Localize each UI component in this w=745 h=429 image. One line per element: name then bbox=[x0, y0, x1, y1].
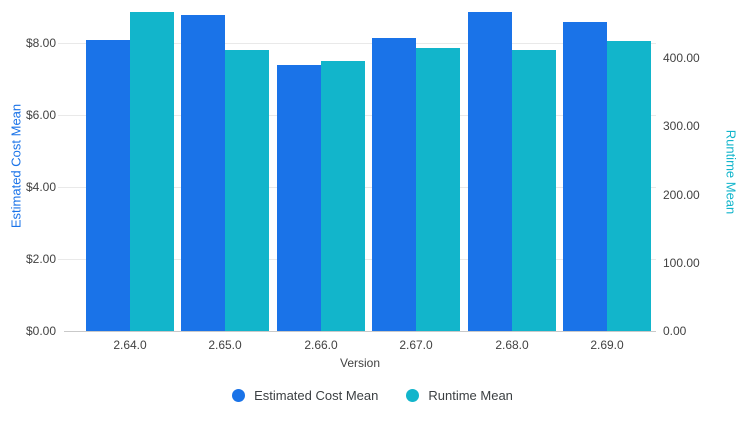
bar-estimated-cost-mean-2.68.0[interactable] bbox=[468, 12, 512, 331]
left-axis-tick-label: $8.00 bbox=[25, 36, 56, 50]
x-axis-tick-label: 2.67.0 bbox=[399, 338, 433, 352]
bar-runtime-mean-2.65.0[interactable] bbox=[225, 50, 269, 331]
bar-runtime-mean-2.68.0[interactable] bbox=[512, 50, 556, 331]
bar-runtime-mean-2.67.0[interactable] bbox=[416, 48, 460, 331]
right-axis-tick-label: 400.00 bbox=[663, 51, 700, 65]
x-axis-tick-label: 2.66.0 bbox=[304, 338, 338, 352]
right-axis-tick-label: 300.00 bbox=[663, 119, 700, 133]
bar-runtime-mean-2.69.0[interactable] bbox=[607, 41, 651, 331]
bar-estimated-cost-mean-2.66.0[interactable] bbox=[277, 65, 321, 331]
right-axis-tick-label: 200.00 bbox=[663, 188, 700, 202]
bar-runtime-mean-2.64.0[interactable] bbox=[130, 12, 174, 331]
right-axis-tick-label: 100.00 bbox=[663, 256, 700, 270]
x-axis-tick-label: 2.69.0 bbox=[590, 338, 624, 352]
x-axis-line bbox=[64, 331, 656, 332]
left-axis-tick-label: $6.00 bbox=[25, 108, 56, 122]
bar-estimated-cost-mean-2.67.0[interactable] bbox=[372, 38, 416, 331]
right-axis-tick-label: 0.00 bbox=[663, 324, 687, 338]
bar-estimated-cost-mean-2.69.0[interactable] bbox=[563, 22, 607, 331]
legend-item-estimated-cost-mean[interactable]: Estimated Cost Mean bbox=[232, 388, 378, 403]
legend-label: Estimated Cost Mean bbox=[254, 388, 379, 403]
legend-item-runtime-mean[interactable]: Runtime Mean bbox=[406, 388, 513, 403]
bar-estimated-cost-mean-2.65.0[interactable] bbox=[181, 15, 225, 331]
legend-swatch-icon bbox=[406, 389, 420, 402]
x-axis-tick-label: 2.65.0 bbox=[208, 338, 242, 352]
legend-swatch-icon bbox=[232, 389, 246, 402]
left-axis-tick-label: $4.00 bbox=[25, 180, 56, 194]
x-axis-tick-label: 2.68.0 bbox=[495, 338, 529, 352]
x-axis-tick-label: 2.64.0 bbox=[113, 338, 147, 352]
legend-label: Runtime Mean bbox=[428, 388, 513, 403]
bar-runtime-mean-2.66.0[interactable] bbox=[321, 61, 365, 331]
gridline bbox=[58, 43, 656, 44]
bar-estimated-cost-mean-2.64.0[interactable] bbox=[86, 40, 130, 331]
legend: Estimated Cost Mean Runtime Mean bbox=[0, 388, 745, 403]
left-axis-tick-label: $0.00 bbox=[25, 324, 56, 338]
x-axis-title: Version bbox=[339, 356, 381, 370]
left-axis-tick-label: $2.00 bbox=[25, 252, 56, 266]
left-axis-title: Estimated Cost Mean bbox=[8, 103, 24, 229]
right-axis-title: Runtime Mean bbox=[723, 129, 739, 215]
